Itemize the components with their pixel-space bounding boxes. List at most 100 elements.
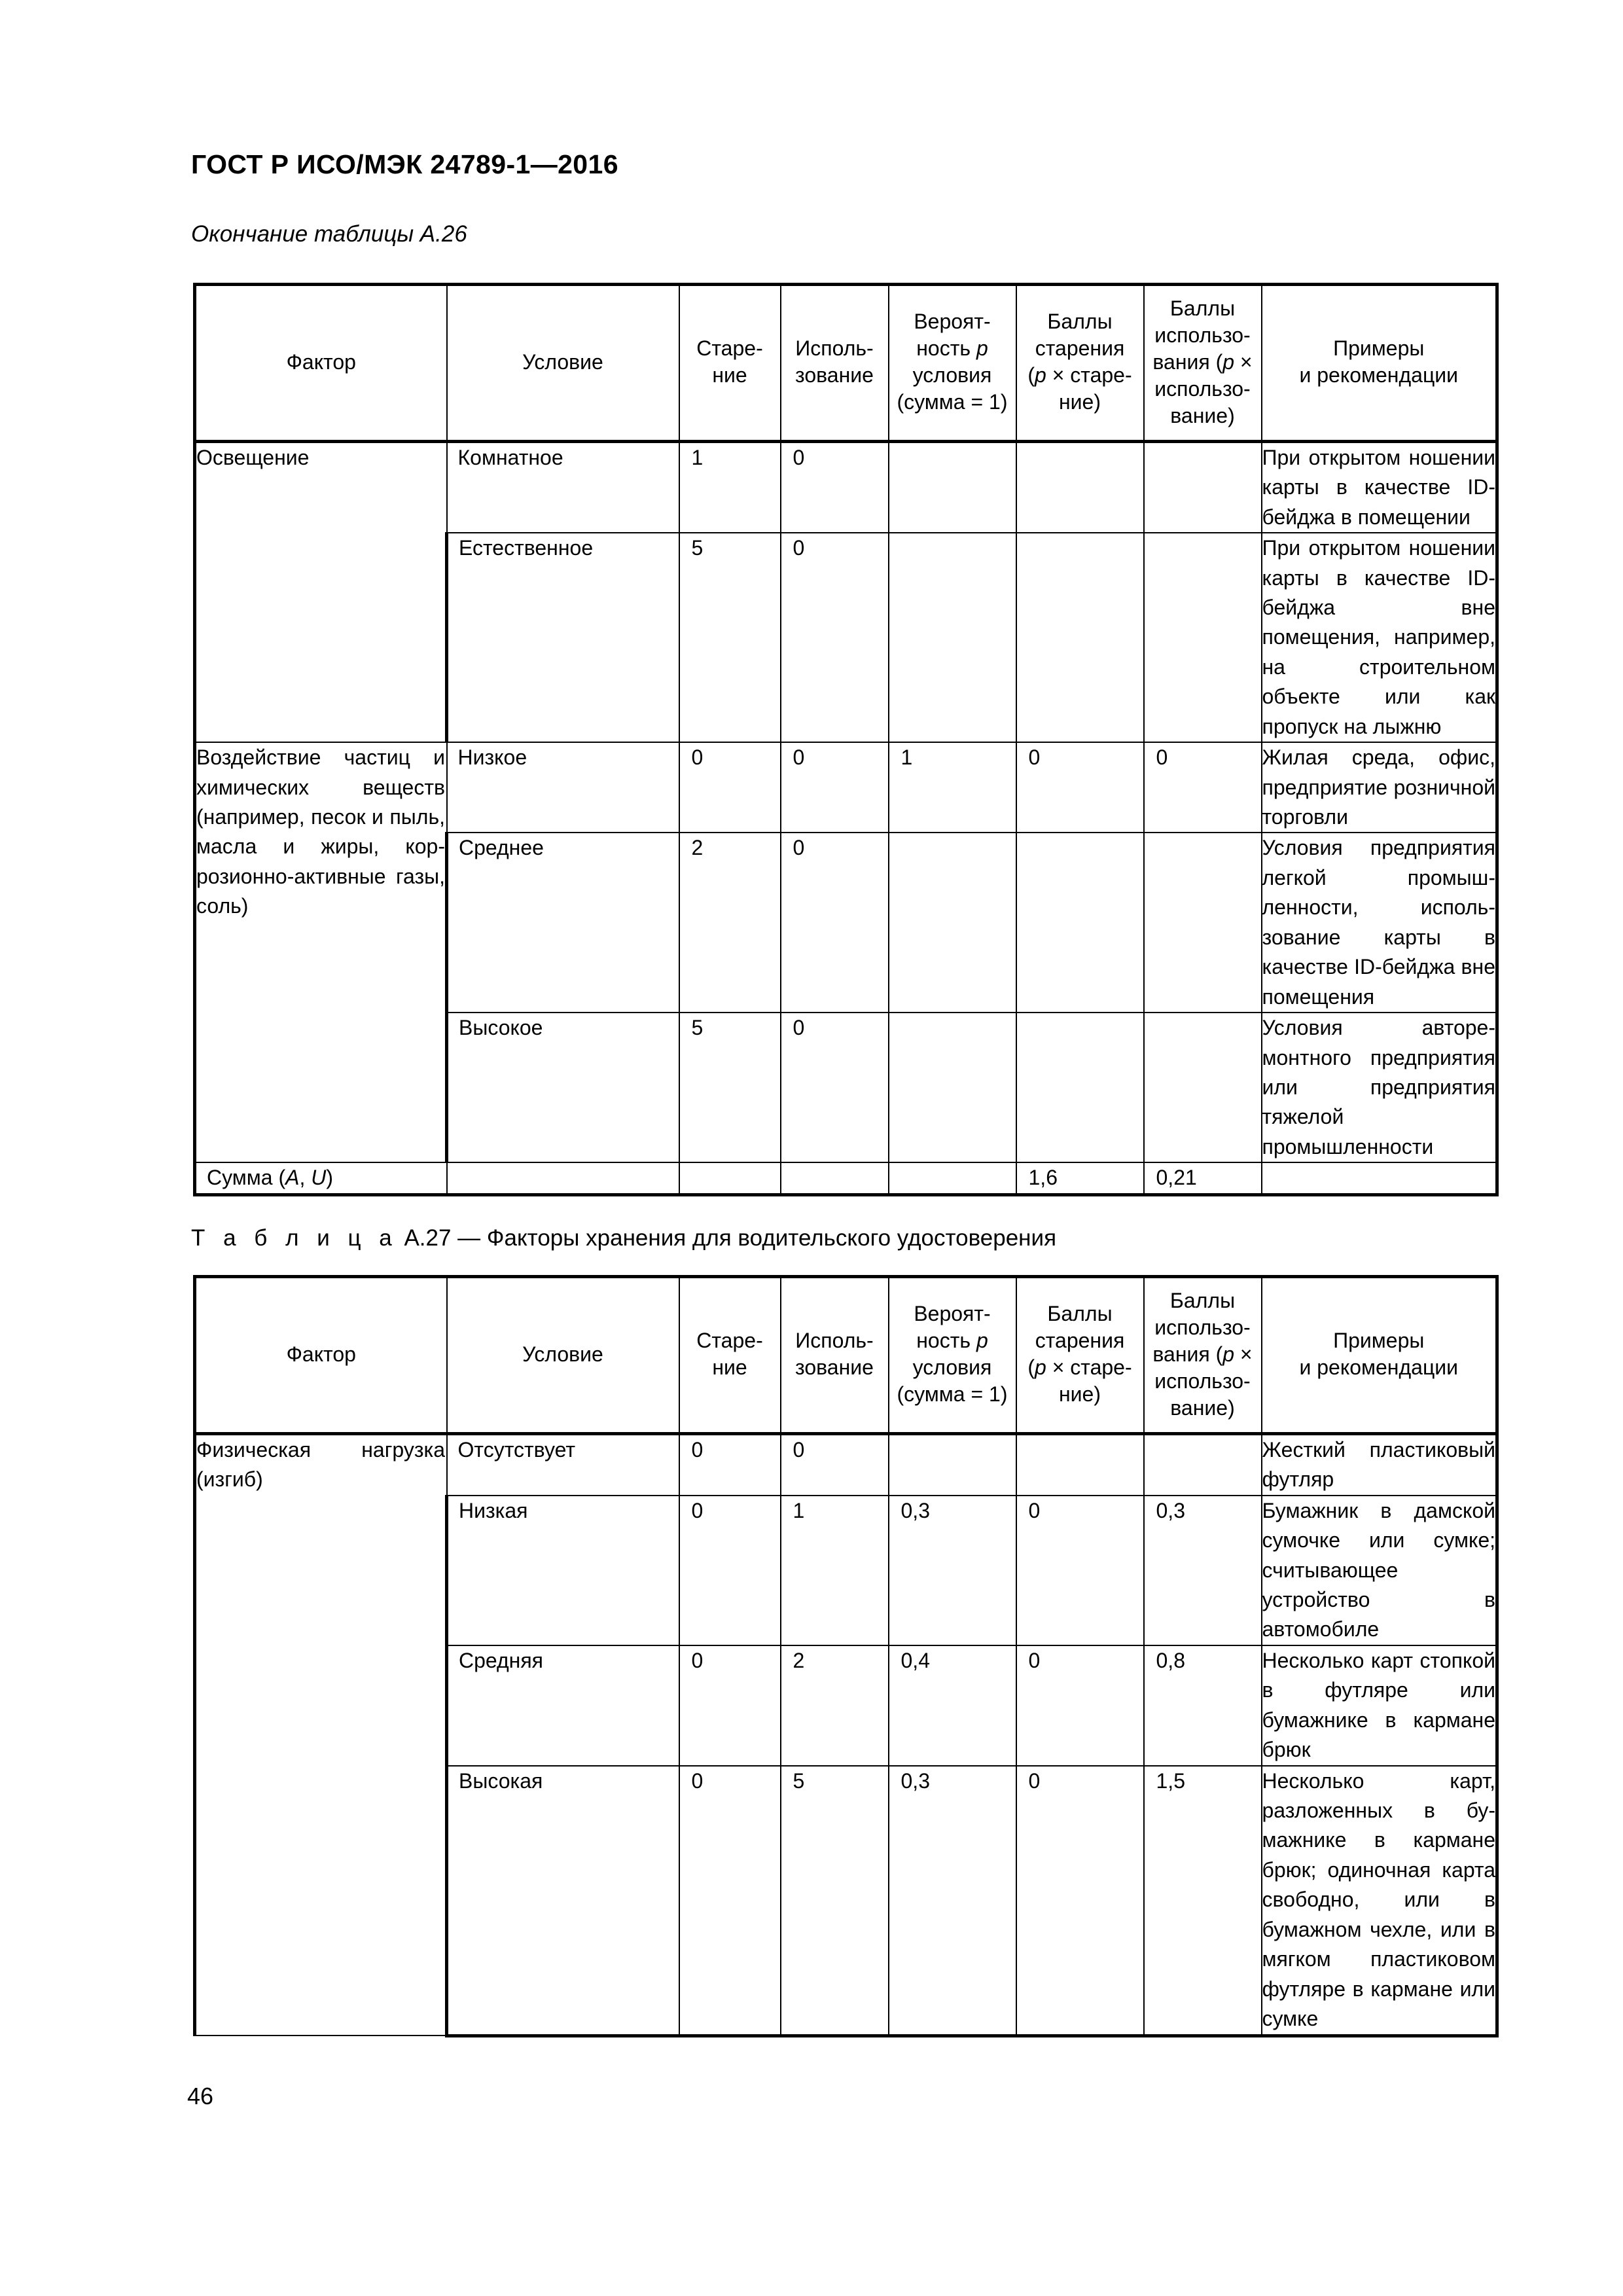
cell-usage-score (1143, 1012, 1262, 1164)
table-row: Воздействие ча­стиц и химических веществ… (193, 742, 1499, 1164)
cell-condition: Низкая (445, 1494, 680, 1646)
cell-factor: Освещение (193, 440, 448, 744)
table-a27-caption: Т а б л и ц а А.27 — Факторы хранения дл… (191, 1225, 1056, 1251)
header-usage: Исполь- зование (779, 283, 889, 443)
cell-examples: Условия авторе­монтного пред­приятия или… (1260, 1012, 1499, 1164)
cell-examples: Несколько карт, разложенных в бу­мажнике… (1260, 1765, 1499, 2037)
cell-condition (446, 1162, 680, 1196)
cell-usage-score: 0,3 (1143, 1494, 1262, 1646)
cell-condition: Средняя (445, 1644, 680, 1767)
cell-aging-score (1015, 832, 1145, 1014)
header-aging-score: Баллы старения (p × старе-ние) (1015, 283, 1145, 443)
cell-aging-score: 0 (1015, 1494, 1145, 1646)
cell-aging-score (1015, 1012, 1145, 1164)
cell-condition: Отсутствует (446, 1433, 680, 1496)
cell-aging-score: 0 (1015, 1644, 1145, 1767)
table-row-sum: Сумма (A, U) 1,6 0,21 (193, 1162, 1499, 1196)
cell-aging-score (1015, 532, 1145, 744)
cell-probability: 0,3 (887, 1494, 1017, 1646)
header-factor: Фактор (193, 283, 448, 443)
cell-aging-score (1015, 1433, 1145, 1496)
header-examples: Примеры и рекомендации (1260, 283, 1499, 443)
cell-factor: Воздействие ча­стиц и химических веществ… (193, 742, 448, 1164)
header-examples: Примеры и рекомендации (1260, 1275, 1499, 1435)
cell-condition: Низкое (446, 742, 680, 834)
cell-usage: 2 (779, 1644, 889, 1767)
cell-aging: 0 (678, 1494, 781, 1646)
cell-condition: Высокая (445, 1765, 680, 2037)
cell-aging: 1 (678, 440, 781, 534)
cell-condition: Естественное (445, 532, 680, 744)
header-probability: Вероят-ность p условия (сумма = 1) (887, 283, 1017, 443)
cell-sum-label: Сумма (A, U) (193, 1162, 448, 1196)
cell-aging: 0 (678, 1765, 781, 2037)
table-a26-header-row: Фактор Условие Старе- ние Исполь- зовани… (193, 283, 1499, 443)
header-usage-score: Баллы использо-вания (p × использо-вание) (1143, 283, 1262, 443)
cell-examples: При открытом но­шении карты в ка­честве … (1260, 440, 1499, 534)
table-a27: Фактор Условие Старе- ние Исполь- зовани… (193, 1275, 1499, 2037)
cell-usage-score (1143, 532, 1262, 744)
cell-usage-score: 0,8 (1143, 1644, 1262, 1767)
cell-usage-score (1143, 832, 1262, 1014)
cell-usage-score (1143, 440, 1262, 534)
cell-examples: Жесткий пластико­вый футляр (1260, 1433, 1499, 1496)
cell-aging-score (1015, 440, 1145, 534)
cell-usage: 0 (779, 532, 889, 744)
cell-condition: Среднее (445, 832, 680, 1014)
table-row: Физическая на­грузка (изгиб) Отсутствует… (193, 1433, 1499, 2037)
cell-usage-score: 1,5 (1143, 1765, 1262, 2037)
cell-usage: 0 (779, 440, 889, 534)
cell-probability (887, 1012, 1017, 1164)
cell-aging-score: 0 (1015, 1765, 1145, 2037)
cell-usage: 0 (779, 1012, 889, 1164)
cell-probability: 0,4 (887, 1644, 1017, 1767)
table-row: Низкая 0 1 0,3 0 0,3 Бумажник в дам­ской… (195, 1494, 1499, 1646)
running-head: ГОСТ Р ИСО/МЭК 24789-1—2016 (191, 149, 618, 179)
table-a27-caption-rest: А.27 — Факторы хранения для водительског… (397, 1225, 1057, 1251)
cell-usage-score: 0 (1143, 742, 1262, 834)
header-aging: Старе- ние (678, 283, 781, 443)
cell-aging-score: 0 (1015, 742, 1145, 834)
table-a27-header-row: Фактор Условие Старе- ние Исполь- зовани… (193, 1275, 1499, 1435)
cell-examples: Бумажник в дам­ской сумочке или сумке; с… (1260, 1494, 1499, 1646)
cell-examples: Несколько карт стопкой в футляре или бум… (1260, 1644, 1499, 1767)
header-aging: Старе- ние (678, 1275, 781, 1435)
header-usage-score: Баллы использо-вания (p × использо-вание) (1143, 1275, 1262, 1435)
cell-aging: 2 (678, 832, 781, 1014)
cell-probability (887, 1433, 1017, 1496)
header-usage: Исполь- зование (779, 1275, 889, 1435)
header-probability: Вероят-ность p условия (сумма = 1) (887, 1275, 1017, 1435)
cell-usage: 1 (779, 1494, 889, 1646)
cell-usage: 0 (779, 1433, 889, 1496)
cell-probability (887, 1162, 1017, 1196)
page-number: 46 (187, 2083, 214, 2109)
cell-usage (779, 1162, 889, 1196)
cell-aging: 0 (678, 1644, 781, 1767)
header-condition: Условие (446, 283, 680, 443)
cell-examples: Условия предприя­тия легкой промыш­ленно… (1260, 832, 1499, 1014)
cell-aging: 0 (678, 1433, 781, 1496)
cell-aging: 5 (678, 1012, 781, 1164)
table-row: Высокая 0 5 0,3 0 1,5 Несколько карт, ра… (195, 1765, 1499, 2037)
cell-probability (887, 440, 1017, 534)
cell-examples: Жилая среда, офис, предприятие розничной… (1260, 742, 1499, 834)
cell-probability: 1 (887, 742, 1017, 834)
cell-condition: Комнатное (446, 440, 680, 534)
table-row: Высокое 5 0 Условия авторе­монтного пред… (195, 1012, 1499, 1164)
cell-aging: 0 (678, 742, 781, 834)
header-condition: Условие (446, 1275, 680, 1435)
table-row: Среднее 2 0 Условия предприя­тия легкой … (195, 832, 1499, 1014)
table-row: Естественное 5 0 При открытом но­шении к… (195, 532, 1499, 744)
cell-usage-score: 0,21 (1143, 1162, 1262, 1196)
table-row: Освещение Комнатное 1 0 При открытом но­… (193, 440, 1499, 744)
sum-label-text: Сумма (A, U) (207, 1166, 333, 1190)
cell-usage-score (1143, 1433, 1262, 1496)
header-factor: Фактор (193, 1275, 448, 1435)
cell-usage: 5 (779, 1765, 889, 2037)
cell-probability (887, 832, 1017, 1014)
cell-aging-score: 1,6 (1015, 1162, 1145, 1196)
table-a26-caption: Окончание таблицы А.26 (191, 221, 467, 247)
cell-factor: Физическая на­грузка (изгиб) (193, 1433, 448, 2037)
cell-usage: 0 (779, 832, 889, 1014)
